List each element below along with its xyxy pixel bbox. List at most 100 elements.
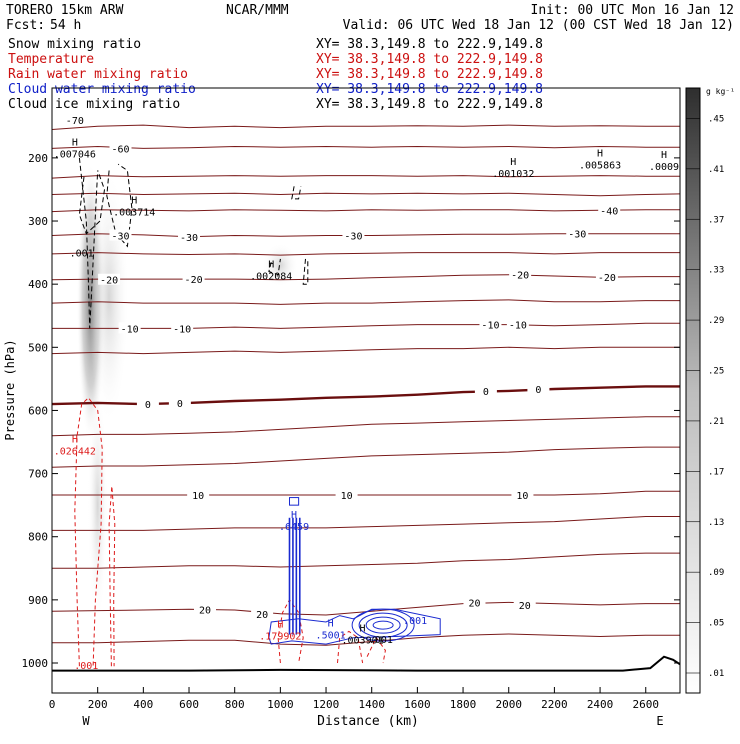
maximum-marker: H	[72, 434, 78, 445]
temperature-label: 20	[199, 605, 211, 616]
temperature-contours	[52, 124, 680, 646]
temperature-label: -40	[600, 206, 618, 217]
temperature-label-bg	[479, 318, 502, 330]
isotherm	[52, 175, 680, 179]
x-axis: 0 200 400 600 800 1000 1200 1400 1600 1800 2000 220…	[49, 687, 659, 711]
x-tick-label: 1000	[267, 698, 294, 711]
contour-value-label: .001	[403, 616, 427, 627]
field-xy: XY= 38.3,149.8 to 222.9,149.8	[316, 82, 543, 97]
temperature-label-bg	[136, 398, 159, 410]
field-xy: XY= 38.3,149.8 to 222.9,149.8	[316, 67, 543, 82]
terrain-line	[52, 655, 680, 672]
x-axis-title: Distance (km)	[317, 714, 419, 729]
temperature-label: 20	[519, 601, 531, 612]
temperature-label-bg	[118, 322, 141, 334]
maximum-value: .026442	[54, 446, 96, 457]
valid-time: Valid: 06 UTC Wed 18 Jan 12 (00 CST Wed …	[343, 18, 734, 33]
maxima-labels: H.007046H.003714H.002084H.001032H.005863…	[54, 138, 679, 647]
temperature-label-bg	[98, 273, 121, 285]
temperature-label: -20	[185, 275, 203, 286]
isotherm	[52, 416, 680, 437]
isotherm	[52, 299, 680, 305]
isotherm	[52, 601, 680, 616]
y-tick-label: 1000	[22, 657, 49, 670]
field-name: Cloud ice mixing ratio	[8, 97, 180, 112]
isotherm	[52, 552, 680, 569]
temperature-label: 10	[192, 491, 204, 502]
colorbar-label: .37	[708, 215, 724, 225]
cloud-water-outer	[268, 608, 441, 645]
field-xy: XY= 38.3,149.8 to 222.9,149.8	[316, 37, 543, 52]
x-tick-label: 1400	[358, 698, 385, 711]
y-tick-label: 800	[28, 531, 48, 544]
maximum-marker: H	[268, 259, 274, 270]
rain-contour	[108, 486, 116, 667]
colorbar-label: .45	[708, 114, 724, 124]
temperature-label-bg	[511, 489, 534, 501]
temperature-label: -10	[481, 321, 499, 332]
temperature-label-bg	[109, 229, 132, 241]
temperature-label-bg	[63, 114, 86, 125]
maximum-value: .001032	[492, 169, 534, 180]
maximum-value: .6459	[279, 522, 309, 533]
field-name: Temperature	[8, 52, 94, 67]
temperature-label: -70	[66, 116, 84, 127]
ice-contour	[106, 163, 133, 248]
temperature-label-bg	[513, 598, 536, 610]
temperature-label: 20	[468, 598, 480, 609]
temperature-label: 0	[177, 399, 183, 410]
field-xy: XY= 38.3,149.8 to 222.9,149.8	[316, 52, 543, 67]
temperature-label-bg	[168, 396, 191, 408]
field-name: Snow mixing ratio	[8, 37, 141, 52]
ice-contour	[268, 258, 281, 276]
temperature-label: -20	[511, 271, 529, 282]
y-axis-title: Pressure (hPa)	[3, 339, 17, 440]
temperature-label-bg	[335, 489, 358, 501]
temperature-label-bg	[566, 227, 589, 239]
temperature-label: -30	[344, 232, 362, 243]
isotherm	[52, 446, 680, 468]
snow-patch	[262, 243, 299, 288]
temperature-label: 0	[145, 400, 151, 411]
y-tick-label: 700	[28, 468, 48, 481]
maximum-value: .005863	[579, 160, 621, 171]
maximum-value: .179902	[259, 631, 301, 642]
isotherm	[52, 252, 680, 256]
temperature-label-bg	[109, 142, 132, 154]
east-label: E	[656, 714, 663, 728]
colorbar-label: .33	[708, 266, 724, 276]
temperature-label-bg	[474, 384, 497, 396]
temperature-label-bg	[171, 322, 194, 334]
maximum-marker: H	[131, 196, 137, 207]
colorbar-label: .41	[708, 165, 724, 175]
cloud-water-contours	[268, 497, 441, 645]
x-tick-label: 1600	[404, 698, 431, 711]
ice-contour	[78, 170, 106, 235]
isotherm	[52, 490, 680, 496]
maximum-marker: H	[72, 138, 78, 149]
rain-contour	[366, 636, 386, 664]
misc-labels: .001 .001 .001 .001	[70, 249, 428, 672]
contour-value-label: .001	[70, 249, 94, 260]
cloud-water-ring	[351, 608, 415, 642]
cloud-water-ring	[365, 616, 401, 634]
temperature-label-bg	[182, 273, 205, 285]
temperature-label: -60	[111, 144, 129, 155]
maximum-marker: H	[661, 150, 667, 161]
x-tick-label: 200	[88, 698, 108, 711]
org-label: NCAR/MMM	[226, 3, 289, 18]
field-name: Rain water mixing ratio	[8, 67, 188, 82]
temperature-label-bg	[598, 204, 621, 216]
x-tick-label: 400	[133, 698, 153, 711]
west-label: W	[82, 714, 90, 728]
colorbar-label: .25	[708, 367, 724, 377]
colorbar-label: .17	[708, 467, 724, 477]
plot-area: -70-60-30 -30 -30 -30-40-20 -20 -20 -20-10 -10-…	[52, 114, 680, 672]
colorbar-gradient	[685, 87, 701, 694]
x-tick-label: 1200	[313, 698, 340, 711]
y-tick-label: 200	[28, 152, 48, 165]
temperature-label-bg	[506, 318, 529, 330]
init-time: Init: 00 UTC Mon 16 Jan 12	[531, 3, 735, 18]
maximum-value: .003714	[113, 208, 155, 219]
